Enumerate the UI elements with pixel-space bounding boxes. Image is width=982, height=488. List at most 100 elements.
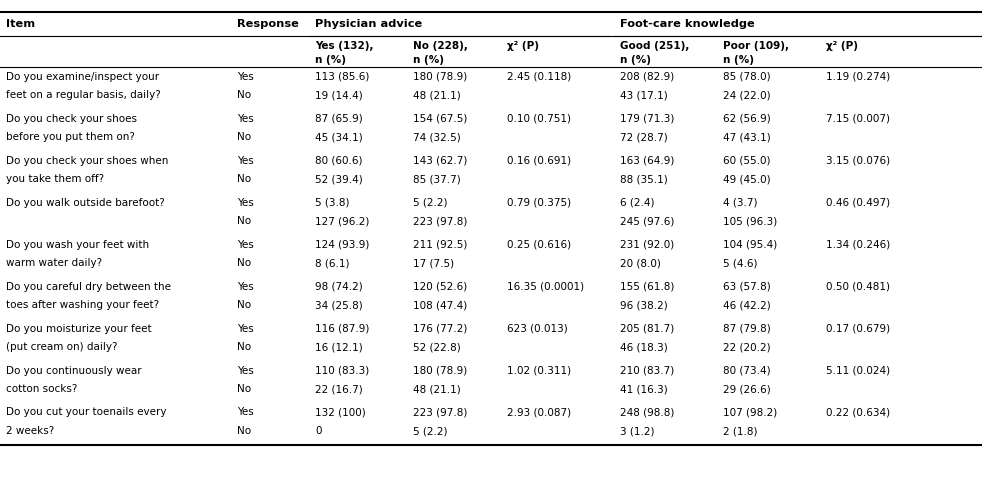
Text: 155 (61.8): 155 (61.8) xyxy=(620,282,674,291)
Text: 110 (83.3): 110 (83.3) xyxy=(315,366,369,375)
Text: 8 (6.1): 8 (6.1) xyxy=(315,258,350,268)
Text: 72 (28.7): 72 (28.7) xyxy=(620,132,668,142)
Text: 0.22 (0.634): 0.22 (0.634) xyxy=(826,407,890,417)
Text: Yes: Yes xyxy=(237,407,253,417)
Text: n (%): n (%) xyxy=(413,55,445,65)
Text: 231 (92.0): 231 (92.0) xyxy=(620,240,674,249)
Text: before you put them on?: before you put them on? xyxy=(6,132,135,142)
Text: 208 (82.9): 208 (82.9) xyxy=(620,72,674,81)
Text: Yes: Yes xyxy=(237,156,253,165)
Text: Good (251),: Good (251), xyxy=(620,41,689,50)
Text: 116 (87.9): 116 (87.9) xyxy=(315,324,369,333)
Text: n (%): n (%) xyxy=(723,55,754,65)
Text: 211 (92.5): 211 (92.5) xyxy=(413,240,467,249)
Text: 0.25 (0.616): 0.25 (0.616) xyxy=(507,240,571,249)
Text: 62 (56.9): 62 (56.9) xyxy=(723,114,771,123)
Text: 16 (12.1): 16 (12.1) xyxy=(315,342,363,352)
Text: 7.15 (0.007): 7.15 (0.007) xyxy=(826,114,890,123)
Text: 0.10 (0.751): 0.10 (0.751) xyxy=(507,114,571,123)
Text: feet on a regular basis, daily?: feet on a regular basis, daily? xyxy=(6,90,161,100)
Text: 245 (97.6): 245 (97.6) xyxy=(620,216,674,226)
Text: 0.79 (0.375): 0.79 (0.375) xyxy=(507,198,571,207)
Text: Do you check your shoes: Do you check your shoes xyxy=(6,114,136,123)
Text: 80 (73.4): 80 (73.4) xyxy=(723,366,770,375)
Text: 0.17 (0.679): 0.17 (0.679) xyxy=(826,324,890,333)
Text: χ² (P): χ² (P) xyxy=(826,41,858,50)
Text: No (228),: No (228), xyxy=(413,41,468,50)
Text: 2.93 (0.087): 2.93 (0.087) xyxy=(507,407,571,417)
Text: 143 (62.7): 143 (62.7) xyxy=(413,156,467,165)
Text: (put cream on) daily?: (put cream on) daily? xyxy=(6,342,118,352)
Text: warm water daily?: warm water daily? xyxy=(6,258,102,268)
Text: 60 (55.0): 60 (55.0) xyxy=(723,156,770,165)
Text: No: No xyxy=(237,384,250,394)
Text: 2 (1.8): 2 (1.8) xyxy=(723,426,757,436)
Text: 210 (83.7): 210 (83.7) xyxy=(620,366,674,375)
Text: 17 (7.5): 17 (7.5) xyxy=(413,258,455,268)
Text: 85 (78.0): 85 (78.0) xyxy=(723,72,770,81)
Text: 24 (22.0): 24 (22.0) xyxy=(723,90,770,100)
Text: Do you wash your feet with: Do you wash your feet with xyxy=(6,240,149,249)
Text: Do you walk outside barefoot?: Do you walk outside barefoot? xyxy=(6,198,165,207)
Text: 52 (22.8): 52 (22.8) xyxy=(413,342,462,352)
Text: 205 (81.7): 205 (81.7) xyxy=(620,324,674,333)
Text: 180 (78.9): 180 (78.9) xyxy=(413,72,467,81)
Text: Yes: Yes xyxy=(237,72,253,81)
Text: No: No xyxy=(237,342,250,352)
Text: Yes: Yes xyxy=(237,114,253,123)
Text: 87 (65.9): 87 (65.9) xyxy=(315,114,363,123)
Text: 80 (60.6): 80 (60.6) xyxy=(315,156,362,165)
Text: Do you examine/inspect your: Do you examine/inspect your xyxy=(6,72,159,81)
Text: 623 (0.013): 623 (0.013) xyxy=(507,324,568,333)
Text: 1.19 (0.274): 1.19 (0.274) xyxy=(826,72,890,81)
Text: χ² (P): χ² (P) xyxy=(507,41,539,50)
Text: 3.15 (0.076): 3.15 (0.076) xyxy=(826,156,890,165)
Text: 127 (96.2): 127 (96.2) xyxy=(315,216,369,226)
Text: Response: Response xyxy=(237,19,299,29)
Text: 0: 0 xyxy=(315,426,322,436)
Text: Do you careful dry between the: Do you careful dry between the xyxy=(6,282,171,291)
Text: 5.11 (0.024): 5.11 (0.024) xyxy=(826,366,890,375)
Text: Do you continuously wear: Do you continuously wear xyxy=(6,366,141,375)
Text: n (%): n (%) xyxy=(620,55,651,65)
Text: 132 (100): 132 (100) xyxy=(315,407,366,417)
Text: No: No xyxy=(237,90,250,100)
Text: 176 (77.2): 176 (77.2) xyxy=(413,324,467,333)
Text: 29 (26.6): 29 (26.6) xyxy=(723,384,771,394)
Text: 223 (97.8): 223 (97.8) xyxy=(413,407,467,417)
Text: 1.02 (0.311): 1.02 (0.311) xyxy=(507,366,571,375)
Text: 74 (32.5): 74 (32.5) xyxy=(413,132,462,142)
Text: 96 (38.2): 96 (38.2) xyxy=(620,300,668,310)
Text: 88 (35.1): 88 (35.1) xyxy=(620,174,668,184)
Text: 2 weeks?: 2 weeks? xyxy=(6,426,54,436)
Text: No: No xyxy=(237,300,250,310)
Text: 48 (21.1): 48 (21.1) xyxy=(413,90,462,100)
Text: Do you moisturize your feet: Do you moisturize your feet xyxy=(6,324,151,333)
Text: 45 (34.1): 45 (34.1) xyxy=(315,132,363,142)
Text: Physician advice: Physician advice xyxy=(315,19,422,29)
Text: 46 (18.3): 46 (18.3) xyxy=(620,342,668,352)
Text: Yes: Yes xyxy=(237,282,253,291)
Text: 87 (79.8): 87 (79.8) xyxy=(723,324,771,333)
Text: 104 (95.4): 104 (95.4) xyxy=(723,240,777,249)
Text: 0.50 (0.481): 0.50 (0.481) xyxy=(826,282,890,291)
Text: 5 (4.6): 5 (4.6) xyxy=(723,258,757,268)
Text: Item: Item xyxy=(6,19,35,29)
Text: 1.34 (0.246): 1.34 (0.246) xyxy=(826,240,890,249)
Text: No: No xyxy=(237,216,250,226)
Text: 5 (2.2): 5 (2.2) xyxy=(413,198,448,207)
Text: Yes (132),: Yes (132), xyxy=(315,41,374,50)
Text: 22 (16.7): 22 (16.7) xyxy=(315,384,363,394)
Text: Yes: Yes xyxy=(237,324,253,333)
Text: 105 (96.3): 105 (96.3) xyxy=(723,216,777,226)
Text: 19 (14.4): 19 (14.4) xyxy=(315,90,363,100)
Text: Foot-care knowledge: Foot-care knowledge xyxy=(620,19,754,29)
Text: 180 (78.9): 180 (78.9) xyxy=(413,366,467,375)
Text: 163 (64.9): 163 (64.9) xyxy=(620,156,674,165)
Text: 22 (20.2): 22 (20.2) xyxy=(723,342,770,352)
Text: 5 (3.8): 5 (3.8) xyxy=(315,198,350,207)
Text: 4 (3.7): 4 (3.7) xyxy=(723,198,757,207)
Text: 0.46 (0.497): 0.46 (0.497) xyxy=(826,198,890,207)
Text: 20 (8.0): 20 (8.0) xyxy=(620,258,661,268)
Text: 98 (74.2): 98 (74.2) xyxy=(315,282,363,291)
